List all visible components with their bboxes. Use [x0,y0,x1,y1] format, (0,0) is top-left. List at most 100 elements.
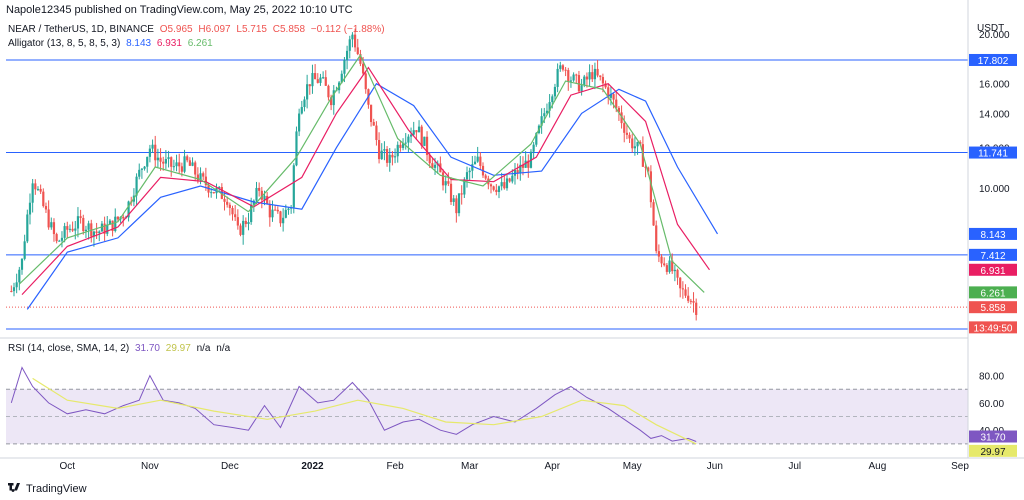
alligator-jaw-value: 8.143 [126,38,152,49]
candle-body [332,90,335,106]
candle-body [615,99,618,108]
candle-body [167,157,170,160]
price-scale-labels: 17.802 11.741 8.143 7.412 6.931 6.261 5.858 13:… [969,53,1017,458]
candle-body [202,173,205,177]
alligator-lips-line [18,53,705,293]
price-label-text: 6.931 [980,266,1005,277]
candle-body [383,149,386,151]
price-label-text: 5.858 [980,303,1005,314]
candle-body [599,75,602,78]
candle-body [545,110,549,114]
candles-group [10,28,698,321]
candle-body [497,186,501,192]
candle-body [623,123,626,133]
candle-body [260,190,263,200]
candle-body [604,83,607,88]
price-tick-label: 10.000 [979,184,1010,195]
candle-body [34,183,37,190]
candle-body [20,258,24,270]
candle-body [663,263,666,266]
candle-body [164,159,167,164]
candle-body [271,209,274,218]
alligator-jaw-line [26,82,719,310]
candle-body [617,107,621,113]
candle-body [585,76,589,80]
candle-body [572,74,575,81]
candle-body [50,222,53,228]
rsi-tick-label: 80.00 [979,372,1004,383]
candle-body [322,77,325,79]
rsi-label-text: 29.97 [980,447,1005,458]
rsi-ma-line [32,377,697,445]
tradingview-logo-icon [8,483,20,492]
candle-body [476,156,479,162]
candle-body [15,282,18,288]
candle-body [298,113,301,132]
candle-body [449,183,453,202]
price-tick-label: 20.000 [979,30,1010,41]
candle-body [369,104,373,123]
candle-body [194,162,197,175]
candle-body [116,216,120,220]
candle-body [508,178,511,182]
candle-body [564,69,567,71]
candle-body [569,80,573,82]
candle-body [380,150,383,160]
candle-body [625,132,629,135]
candle-body [471,164,474,171]
candle-body [44,206,48,210]
candle-body [92,231,96,237]
candle-body [535,133,538,145]
candle-body [521,164,525,168]
candle-body [353,34,357,48]
candle-body [540,116,543,126]
candle-body [68,228,72,230]
candle-body [388,154,391,163]
candle-body [226,201,229,205]
candle-body [156,157,159,161]
candle-body [399,144,402,148]
candle-body [236,217,239,226]
candle-body [319,77,322,83]
candle-body [393,156,397,158]
publisher-header: Napole12345 published on TradingView.com… [6,4,353,16]
candle-body [223,198,226,202]
candle-body [503,182,506,189]
candle-body [553,86,557,97]
rsi-value: 31.70 [134,343,160,354]
time-tick-label: Jul [788,461,801,472]
horizontal-levels [6,59,968,330]
price-label-text: 6.261 [980,288,1005,299]
candle-body [268,203,271,218]
alligator-label: Alligator (13, 8, 5, 8, 5, 3) [8,38,121,49]
footer-brand: TradingView [26,483,87,495]
candle-body [412,130,415,135]
candle-body [404,142,407,144]
price-label-box [969,248,1017,261]
candle-body [55,234,58,242]
candle-body [111,220,114,231]
candle-body [279,211,282,224]
rsi-label: RSI (14, close, SMA, 14, 2) [8,343,130,354]
rsi-label-box [969,444,1017,457]
candle-body [396,144,399,157]
price-label-box [969,321,1017,334]
high-value: H6.097 [198,24,231,35]
time-tick-label: Nov [141,461,159,472]
candle-body [228,204,231,209]
candle-body [148,148,152,157]
candle-body [300,107,303,114]
candle-body [106,224,109,234]
price-label-text: 17.802 [978,56,1009,67]
candle-body [500,182,503,187]
candle-body [401,143,405,148]
low-value: L5.715 [236,24,267,35]
footer: TradingView [8,483,87,495]
candle-body [154,144,157,161]
price-label-box [969,263,1017,276]
candle-body [351,34,354,40]
candle-body [204,176,207,186]
candle-body [495,189,498,192]
candle-body [561,65,565,70]
